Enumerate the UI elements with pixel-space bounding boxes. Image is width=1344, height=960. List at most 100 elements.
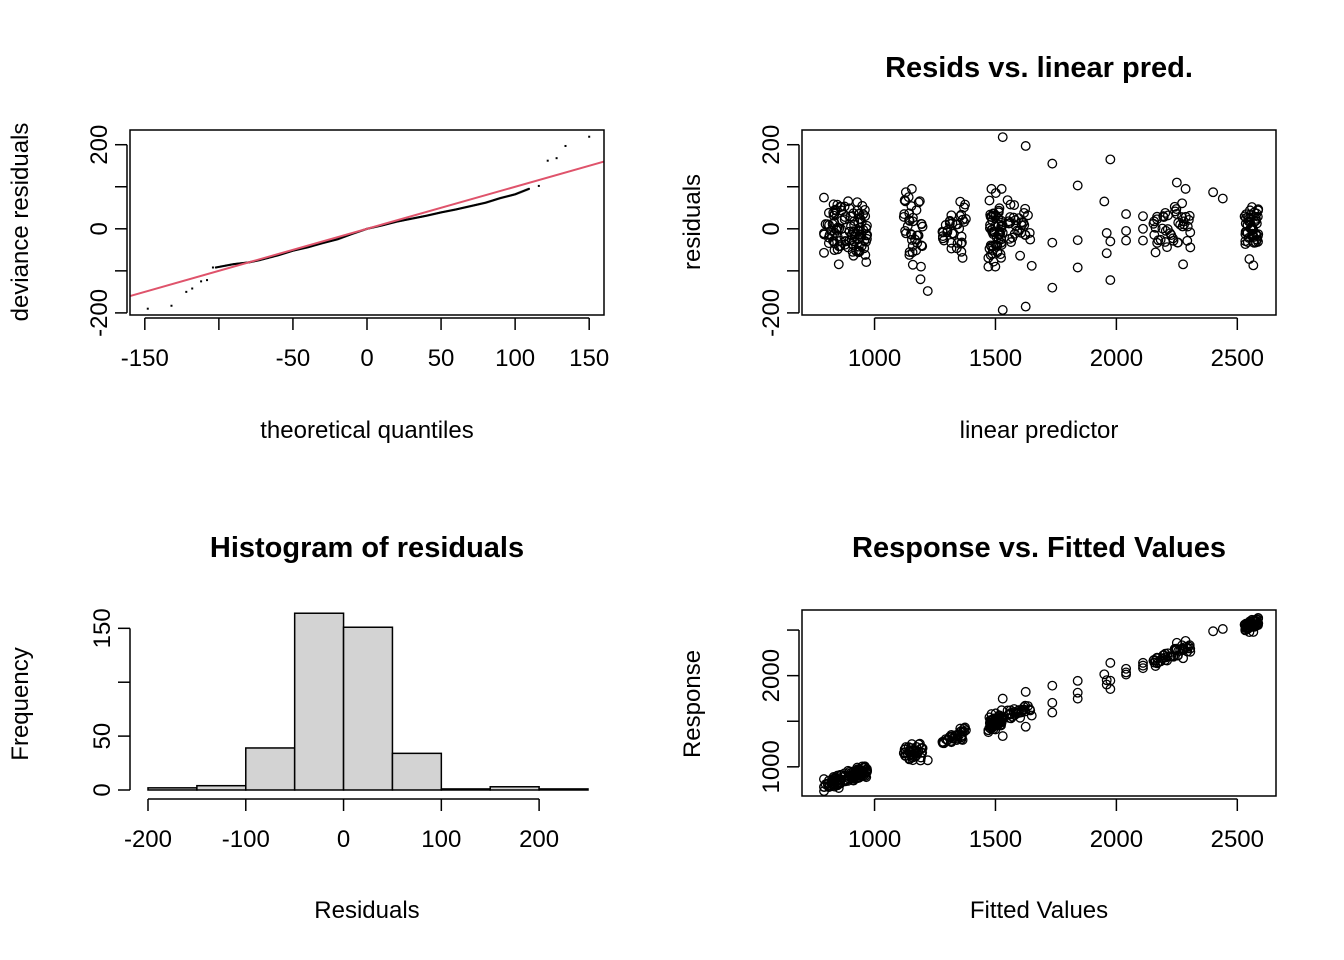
qq-point [463,206,466,209]
qq-point [418,216,421,219]
rvl-point [1105,154,1116,165]
hist-title: Histogram of residuals [210,532,524,564]
qq-point [277,254,280,257]
rvl-point [952,219,963,230]
rvl-point [902,221,913,231]
rvl-y-tick-label: -200 [758,289,785,337]
rvl-point [993,234,1004,245]
rvf-point [942,734,953,745]
qq-point [527,187,530,190]
qq-point [454,208,457,211]
qq-point [331,239,334,242]
qq-point [297,248,300,251]
hist-x-tick-label: 200 [519,826,559,853]
rvf-point [1246,617,1256,628]
qq-point [488,200,491,203]
qq-point [518,191,521,194]
rvl-point [996,252,1006,263]
rvl-point [1026,260,1037,271]
qq-point [309,245,312,248]
qq-point [307,246,310,249]
rvl-point [829,236,839,247]
rvf-point [1099,669,1110,680]
qq-point [416,216,419,219]
rvl-point [861,220,872,231]
qq-point [505,195,508,198]
rvl-point [989,208,999,219]
qq-x-tick-label: 0 [360,345,373,372]
rvl-point [1251,230,1262,241]
rvl-point [907,241,918,251]
qq-point [497,197,500,200]
hist-bar [538,788,589,791]
qq-point [323,241,326,244]
rvl-point [1020,141,1031,151]
qq-point [268,256,271,259]
hist-bar [196,784,247,791]
rvl-point [1138,235,1148,246]
qq-point [422,215,425,218]
rvl-point [824,230,835,240]
rvl-point [1180,183,1191,194]
hist-bar [293,612,345,791]
qq-point [312,244,315,247]
rvf-point [1244,627,1255,638]
rvf-point [1208,626,1219,637]
rvl-point [904,208,915,219]
qq-point [218,265,221,268]
qq-point [473,204,476,207]
rvl-point [946,243,957,254]
qq-point [411,217,414,220]
qq-point [394,220,397,223]
rvf-point [1047,697,1058,708]
rvl-point [833,259,844,270]
rvl-title: Resids vs. linear pred. [885,52,1193,84]
qq-point [241,262,244,265]
rvl-point [956,237,967,248]
rvl-point [1240,218,1251,229]
qq-point [283,252,286,255]
qq-point [395,220,398,223]
rvl-point [1185,242,1196,253]
rvl-point [827,219,838,229]
rvl-point [1240,236,1251,247]
hist-bars [147,612,589,791]
rvl-point [1162,242,1172,253]
qq-point [299,247,302,250]
qq-point [480,202,483,205]
qq-point [468,205,471,208]
qq-point [409,217,412,220]
qq-point [522,189,525,192]
rvf-point [1019,702,1029,712]
qq-point [228,263,231,266]
qq-point [419,215,422,218]
rvl-x-tick-label: 1000 [848,345,901,372]
rvl-point [904,247,915,257]
rvl-point [1006,237,1017,248]
hist-bar [245,747,296,791]
rvl-point [1185,227,1196,238]
qq-point [206,279,209,282]
qq-point [495,198,498,201]
rvf-plot-box [801,609,1277,797]
rvf-point [824,780,835,791]
qq-point [211,266,214,269]
rvf-point [1008,707,1019,717]
rvl-points [819,132,1264,315]
qq-point [397,220,400,223]
rvf-point [1072,675,1083,686]
rvl-point [946,237,957,248]
qq-point [403,219,406,222]
qq-point [423,215,426,218]
qq-point [303,247,306,250]
hist-x-tick-label: 0 [337,826,350,853]
qq-point [477,203,480,206]
qq-point [223,264,226,267]
qq-point [523,189,526,192]
qq-point [345,234,348,237]
qq-point [439,211,442,214]
qq-point [296,248,299,251]
rvl-point [830,204,841,215]
hist-x-axis-label: Residuals [314,897,419,924]
qq-point [461,207,464,210]
